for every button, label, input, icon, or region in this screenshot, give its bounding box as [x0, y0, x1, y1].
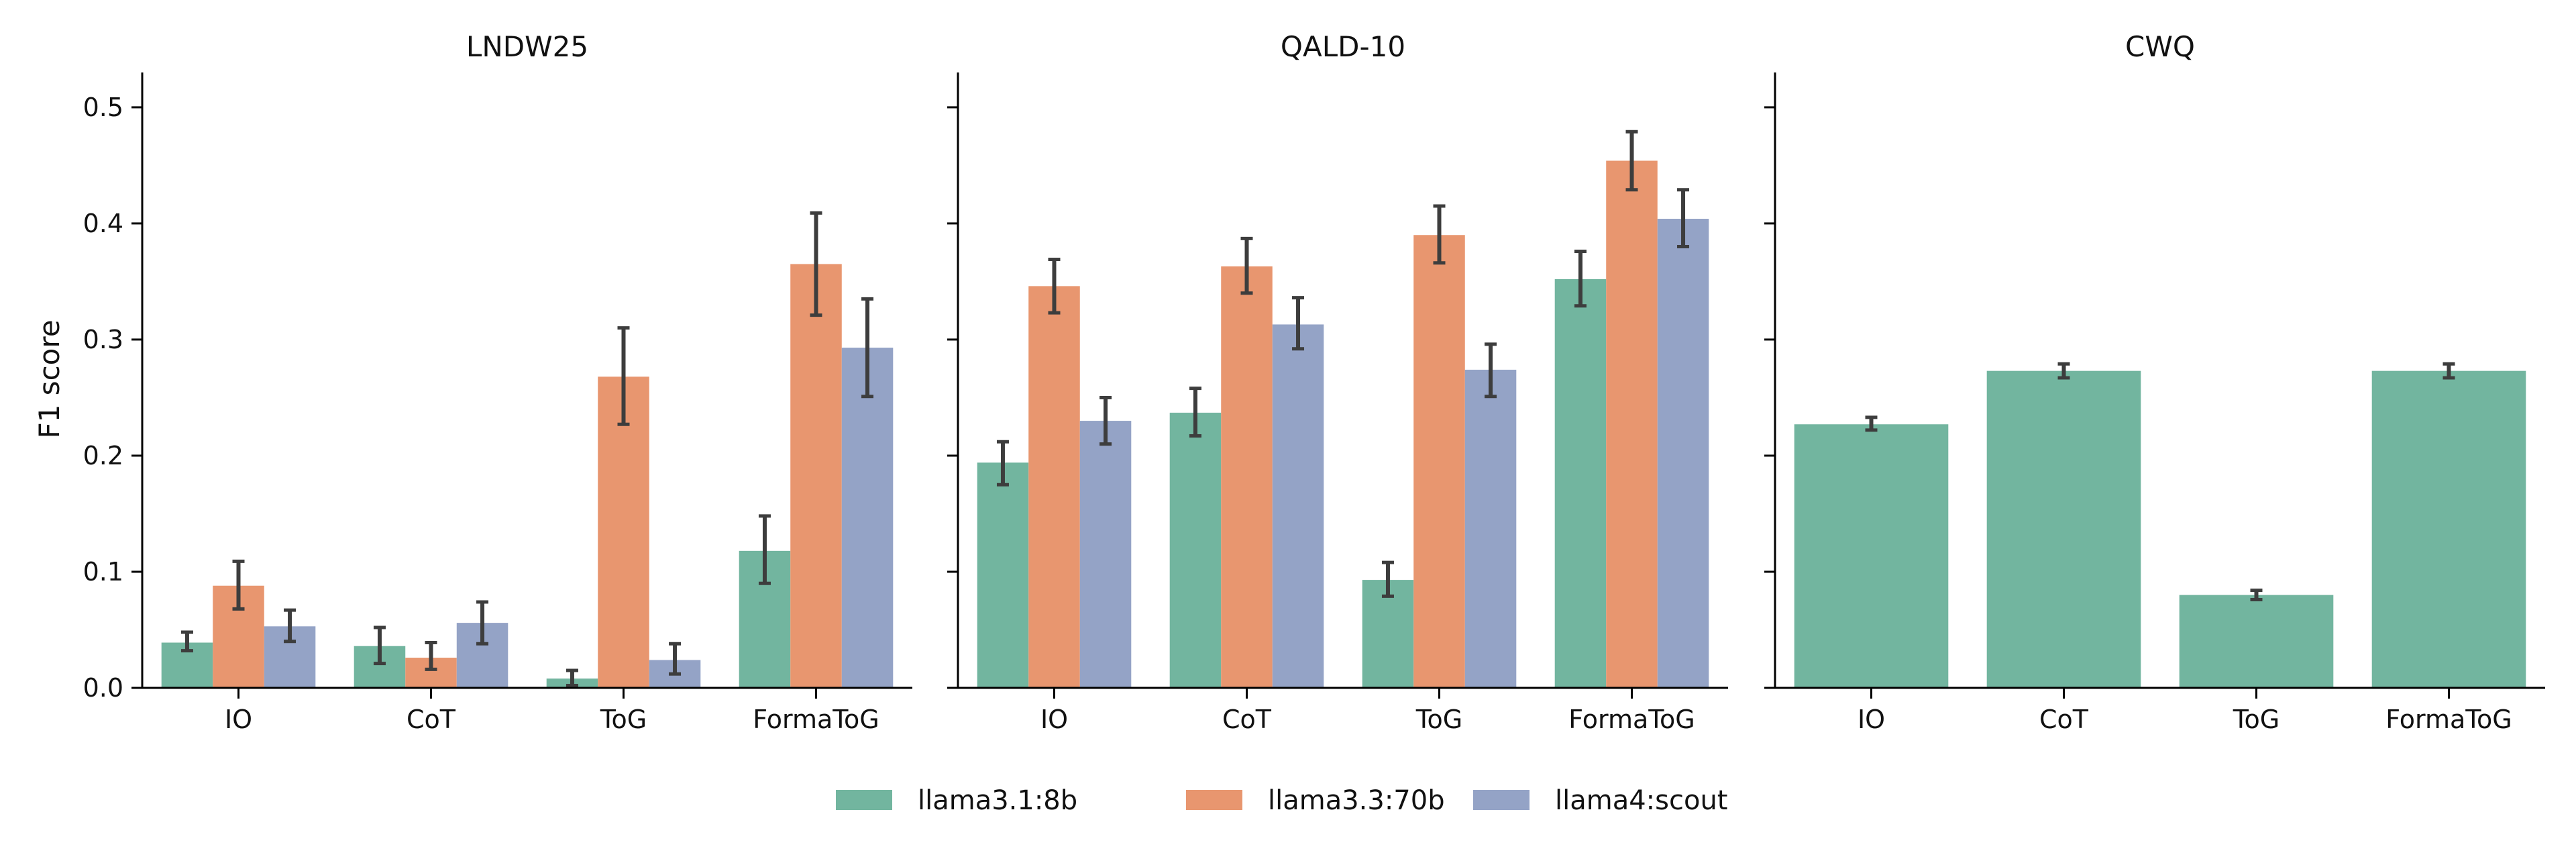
bar	[598, 376, 649, 688]
legend: llama3.1:8b llama3.3:70b llama4:scout	[836, 785, 1727, 816]
legend-label: llama3.1:8b	[918, 785, 1077, 816]
x-tick-label: ToG	[600, 705, 647, 734]
x-tick-label: CoT	[2039, 705, 2089, 734]
y-tick-label: 0.5	[83, 93, 123, 122]
bar	[1657, 219, 1709, 688]
y-tick-label: 0.4	[83, 209, 123, 238]
bar	[1079, 421, 1132, 688]
bar	[2179, 595, 2334, 688]
bar	[977, 462, 1029, 688]
y-tick-label: 0.1	[83, 557, 123, 587]
x-tick-label: FormaToG	[753, 705, 879, 734]
bar	[1413, 235, 1465, 688]
bar	[1169, 412, 1222, 688]
chart-panels: 0.0 0.1 0.2 0.3 0.4 0.5 IO CoT ToG FormaToG LNDW25…	[83, 30, 2545, 734]
panel-title: CWQ	[2125, 30, 2195, 63]
x-tick-label: ToG	[2233, 705, 2279, 734]
x-tick-label: IO	[1040, 705, 1068, 734]
bar	[1464, 369, 1517, 688]
panel-1: IO CoT ToG FormaToG QALD-10	[947, 30, 1728, 734]
x-tick-label: CoT	[1222, 705, 1272, 734]
legend-swatch	[1473, 790, 1529, 810]
bar	[2371, 370, 2526, 688]
panel-0: 0.0 0.1 0.2 0.3 0.4 0.5 IO CoT ToG FormaToG LNDW25	[83, 30, 912, 734]
panel-title: QALD-10	[1281, 30, 1405, 63]
bar	[1272, 324, 1324, 689]
bar	[1028, 286, 1080, 688]
x-tick-label: IO	[225, 705, 252, 734]
y-axis-title: F1 score	[33, 319, 66, 438]
panel-2: IO CoT ToG FormaToG CWQ	[1764, 30, 2545, 734]
bar	[1986, 370, 2141, 688]
legend-swatch	[1186, 790, 1242, 810]
bar	[1554, 279, 1607, 688]
x-tick-label: IO	[1858, 705, 1885, 734]
y-tick-label: 0.0	[83, 673, 123, 703]
x-tick-label: FormaToG	[1568, 705, 1695, 734]
y-tick-label: 0.2	[83, 441, 123, 470]
x-tick-label: FormaToG	[2385, 705, 2512, 734]
legend-label: llama3.3:70b	[1268, 785, 1445, 816]
x-tick-label: CoT	[407, 705, 456, 734]
bar	[841, 348, 894, 688]
x-tick-label: ToG	[1415, 705, 1462, 734]
bar	[1794, 424, 1949, 688]
bar	[790, 264, 842, 688]
bar	[1606, 160, 1658, 689]
panel-title: LNDW25	[466, 30, 588, 63]
bar	[1221, 266, 1273, 688]
legend-swatch	[836, 790, 892, 810]
y-tick-label: 0.3	[83, 325, 123, 354]
bar	[1362, 580, 1414, 688]
legend-label: llama4:scout	[1555, 785, 1727, 816]
